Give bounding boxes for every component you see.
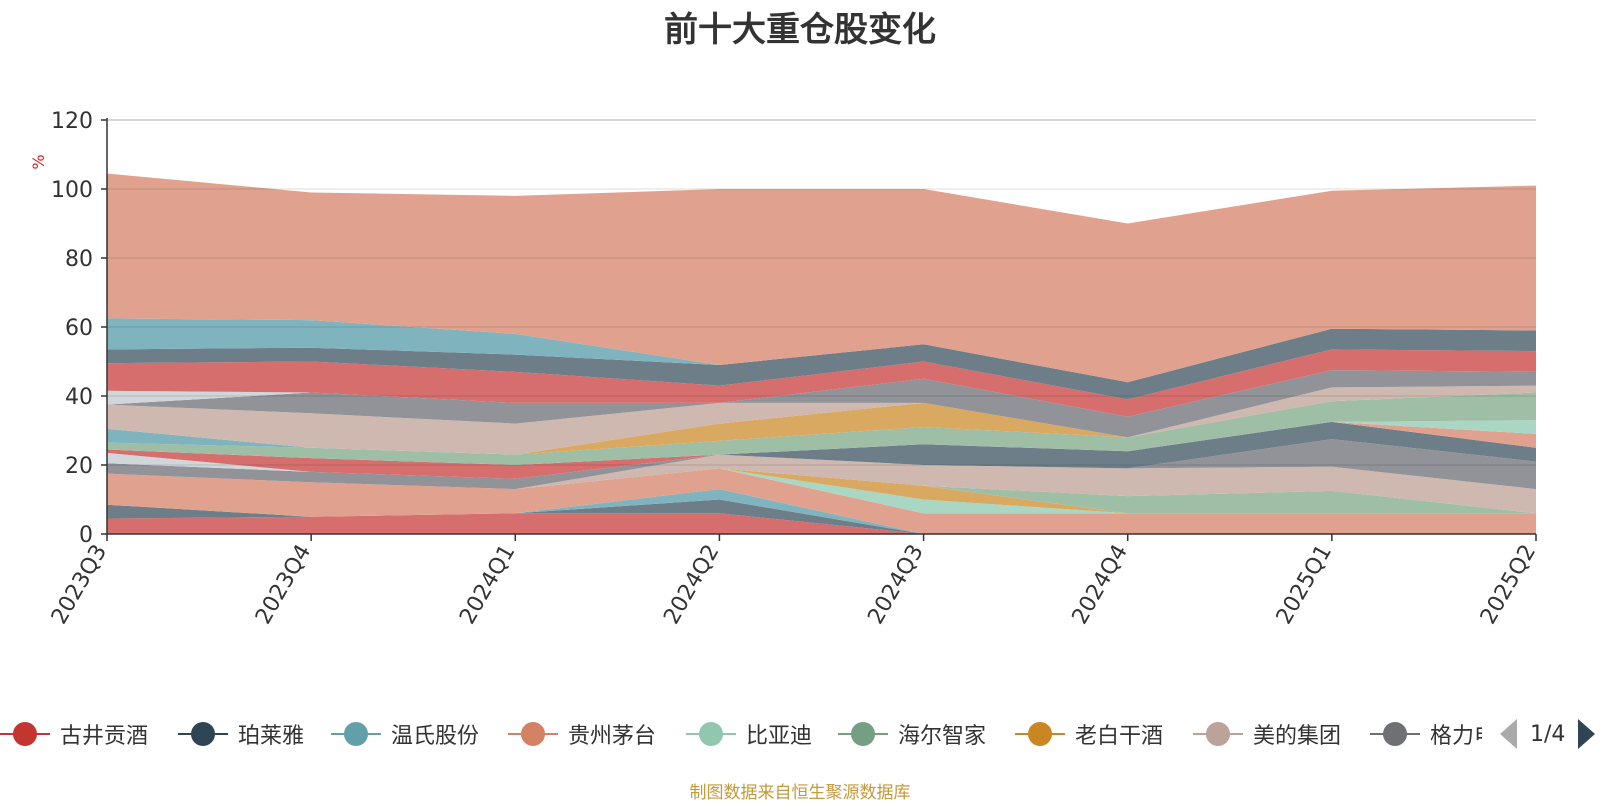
legend-label: 贵州茅台 — [568, 724, 657, 749]
area-layer-19 — [107, 370, 1536, 438]
legend-viewport: 古井贡酒 珀莱雅 温氏股份 贵州茅台 比亚迪 海尔智家 老白干酒 美的集团 格力电器 — [0, 716, 1482, 752]
area-layer-22 — [107, 328, 1536, 400]
legend-marker-icon — [1193, 716, 1243, 752]
y-tick-label: 60 — [65, 316, 93, 341]
x-tick-label: 2024Q2 — [659, 541, 724, 629]
y-tick-label: 120 — [51, 109, 93, 134]
y-tick-label: 80 — [65, 247, 93, 272]
area-layer-18 — [107, 385, 1536, 455]
legend-item[interactable]: 古井贡酒 — [0, 716, 148, 752]
legend-label: 比亚迪 — [746, 724, 813, 749]
legend-next-page-button[interactable] — [1578, 716, 1598, 752]
legend-marker-icon — [686, 716, 736, 752]
triangle-right-icon — [1578, 719, 1595, 749]
legend-marker-icon — [1370, 716, 1420, 752]
x-tick-label: 2023Q3 — [47, 541, 112, 629]
chart-title: 前十大重仓股变化 — [664, 10, 936, 50]
legend-label: 温氏股份 — [391, 724, 480, 749]
legend-item[interactable]: 格力电器 — [1370, 716, 1482, 752]
legend-marker-icon — [0, 716, 50, 752]
area-layer-5 — [107, 468, 1536, 514]
legend-marker-icon — [1015, 716, 1065, 752]
legend-marker-icon — [508, 716, 558, 752]
area-layer-17 — [107, 392, 1536, 455]
legend: 古井贡酒 珀莱雅 温氏股份 贵州茅台 比亚迪 海尔智家 老白干酒 美的集团 格力电器 1/4 — [0, 716, 1600, 752]
legend-item[interactable]: 海尔智家 — [838, 716, 986, 752]
x-tick-label: 2024Q3 — [863, 541, 928, 629]
area-layer-24 — [107, 173, 1536, 383]
legend-page-indicator: 1/4 — [1530, 721, 1566, 747]
legend-marker-icon — [178, 716, 228, 752]
legend-label: 珀莱雅 — [238, 724, 305, 749]
legend-item[interactable]: 比亚迪 — [686, 716, 812, 752]
area-layer-4 — [107, 468, 1536, 514]
legend-label: 格力电器 — [1430, 724, 1482, 749]
legend-label: 美的集团 — [1253, 724, 1342, 749]
legend-prev-page-button[interactable] — [1500, 716, 1520, 752]
area-layer-15 — [107, 392, 1536, 465]
area-layer-3 — [107, 468, 1536, 534]
y-tick-label: 40 — [65, 385, 93, 410]
area-layer-6 — [107, 468, 1536, 514]
legend-item[interactable]: 美的集团 — [1193, 716, 1341, 752]
x-tick-label: 2025Q2 — [1476, 541, 1541, 629]
legend-marker-icon — [838, 716, 888, 752]
area-layer-9 — [107, 421, 1536, 490]
x-tick-label: 2024Q4 — [1068, 541, 1133, 629]
legend-item[interactable]: 贵州茅台 — [508, 716, 656, 752]
y-axis-label: % — [29, 154, 48, 169]
x-tick-label: 2025Q1 — [1272, 541, 1337, 629]
legend-label: 老白干酒 — [1075, 724, 1164, 749]
legend-item[interactable]: 温氏股份 — [331, 716, 479, 752]
y-tick-label: 0 — [79, 523, 93, 548]
x-tick-label: 2024Q1 — [455, 541, 520, 629]
legend-item[interactable]: 珀莱雅 — [178, 716, 304, 752]
chart-plot: 0 20 40 60 80 100 120% 2023Q3 2023Q4 2024Q1 2024Q2… — [29, 109, 1541, 629]
legend-label: 古井贡酒 — [60, 724, 149, 749]
legend-label: 海尔智家 — [898, 724, 987, 749]
area-layer-0 — [107, 513, 1536, 534]
area-layer-23 — [107, 318, 1536, 383]
triangle-left-icon — [1500, 719, 1517, 749]
area-layer-10 — [107, 421, 1536, 490]
area-layer-8 — [107, 439, 1536, 490]
data-source-note: 制图数据来自恒生聚源数据库 — [689, 783, 911, 803]
y-tick-label: 100 — [51, 178, 93, 203]
y-tick-label: 20 — [65, 454, 93, 479]
legend-item[interactable]: 老白干酒 — [1015, 716, 1163, 752]
area-layer-14 — [107, 420, 1536, 479]
legend-marker-icon — [331, 716, 381, 752]
x-tick-label: 2023Q4 — [251, 541, 316, 629]
area-layer-7 — [107, 454, 1536, 514]
area-layer-21 — [107, 349, 1536, 417]
